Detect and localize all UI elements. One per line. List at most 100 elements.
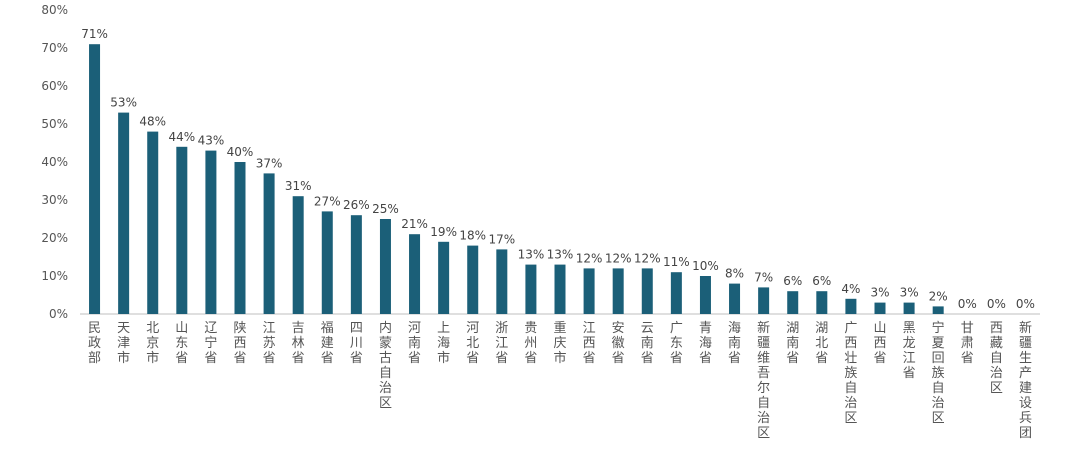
category-label: 青海省 <box>699 321 712 366</box>
bar <box>903 302 915 314</box>
data-label: 13% <box>518 248 545 262</box>
category-label: 广西壮族自治区 <box>844 321 857 426</box>
bar <box>612 268 624 314</box>
data-label: 71% <box>81 27 108 41</box>
bar <box>699 276 711 314</box>
category-label: 河南省 <box>408 321 421 366</box>
data-label: 6% <box>812 274 831 288</box>
bar <box>234 162 246 314</box>
data-label: 0% <box>1016 297 1035 311</box>
data-label: 37% <box>256 156 283 170</box>
data-label: 2% <box>929 289 948 303</box>
bar <box>118 112 130 314</box>
data-label: 0% <box>958 297 977 311</box>
category-label: 内蒙古自治区 <box>379 320 392 411</box>
y-tick-label: 0% <box>49 307 68 321</box>
y-axis: 0% 10% 20% 30% 40% 50% 60% 70% 80% <box>41 3 68 321</box>
category-label: 甘肃省 <box>961 321 974 366</box>
bar <box>205 150 217 314</box>
category-label: 重庆市 <box>553 320 566 366</box>
bar <box>321 211 333 314</box>
category-label: 北京市 <box>146 321 159 366</box>
category-label: 新疆维吾尔自治区 <box>757 320 770 441</box>
bar <box>147 131 159 314</box>
data-label: 31% <box>285 179 312 193</box>
category-label: 山西省 <box>873 321 886 366</box>
data-label: 26% <box>343 198 370 212</box>
category-label: 新疆生产建设兵团 <box>1019 320 1032 441</box>
bar <box>292 196 304 314</box>
bar <box>932 306 944 314</box>
category-label: 湖北省 <box>815 321 828 366</box>
category-label: 山东省 <box>175 321 188 366</box>
data-label: 3% <box>900 286 919 300</box>
data-label: 40% <box>227 145 254 159</box>
category-label: 河北省 <box>466 321 479 366</box>
category-label: 湖南省 <box>786 321 799 366</box>
data-label: 53% <box>110 96 137 110</box>
data-label: 6% <box>783 274 802 288</box>
category-label: 云南省 <box>641 321 654 366</box>
category-label: 辽宁省 <box>204 321 217 366</box>
bar <box>816 291 828 314</box>
category-label: 海南省 <box>728 321 741 366</box>
data-label: 19% <box>430 225 457 239</box>
data-label: 44% <box>168 130 195 144</box>
bar <box>845 298 857 314</box>
data-label: 48% <box>139 115 166 129</box>
data-label: 25% <box>372 202 399 216</box>
data-label: 3% <box>870 286 889 300</box>
y-tick-label: 10% <box>41 269 68 283</box>
y-tick-label: 30% <box>41 193 68 207</box>
data-label: 12% <box>576 251 603 265</box>
category-label: 四川省 <box>350 321 363 366</box>
bar <box>438 241 450 314</box>
data-label: 18% <box>459 229 486 243</box>
data-label: 8% <box>725 267 744 281</box>
category-label: 吉林省 <box>292 321 305 366</box>
bar <box>641 268 653 314</box>
bar <box>409 234 421 314</box>
category-label: 民政部 <box>88 321 101 366</box>
category-label: 黑龙江省 <box>903 321 916 381</box>
data-label: 10% <box>692 259 719 273</box>
category-label: 江西省 <box>583 321 596 366</box>
category-label: 江苏省 <box>263 321 276 366</box>
bar <box>874 302 886 314</box>
data-label: 27% <box>314 194 341 208</box>
bars <box>89 44 944 314</box>
bar <box>583 268 595 314</box>
bar <box>670 272 682 314</box>
data-label: 12% <box>605 251 632 265</box>
data-label: 12% <box>634 251 661 265</box>
bar <box>554 264 566 314</box>
y-tick-label: 40% <box>41 155 68 169</box>
data-label: 17% <box>488 232 515 246</box>
bar <box>263 173 275 314</box>
category-label: 天津市 <box>117 321 130 366</box>
y-tick-label: 60% <box>41 79 68 93</box>
bar <box>525 264 537 314</box>
data-label: 13% <box>547 248 574 262</box>
data-label: 7% <box>754 270 773 284</box>
data-label: 43% <box>198 134 225 148</box>
category-label: 西藏自治区 <box>990 321 1003 396</box>
category-label: 福建省 <box>321 321 334 366</box>
y-tick-label: 20% <box>41 231 68 245</box>
category-label: 宁夏回族自治区 <box>932 320 945 426</box>
y-tick-label: 80% <box>41 3 68 17</box>
category-labels: 民政部 天津市 北京市 山东省 辽宁省 陕西省 江苏省 吉林省 福建省 四川省 内蒙古自治区 河南省 上… <box>88 320 1032 441</box>
category-label: 浙江省 <box>495 321 508 366</box>
bar <box>176 146 188 314</box>
data-label: 4% <box>841 282 860 296</box>
category-label: 安徽省 <box>612 321 625 366</box>
category-label: 广东省 <box>670 321 683 366</box>
category-label: 贵州省 <box>524 321 537 366</box>
data-labels: 71%53%48%44% 43%40%37%31%27% 26% 25%21%19% 1… <box>81 27 1035 311</box>
data-label: 0% <box>987 297 1006 311</box>
bar <box>350 215 362 314</box>
bar <box>729 283 741 314</box>
y-tick-label: 50% <box>41 117 68 131</box>
bar <box>89 44 101 314</box>
